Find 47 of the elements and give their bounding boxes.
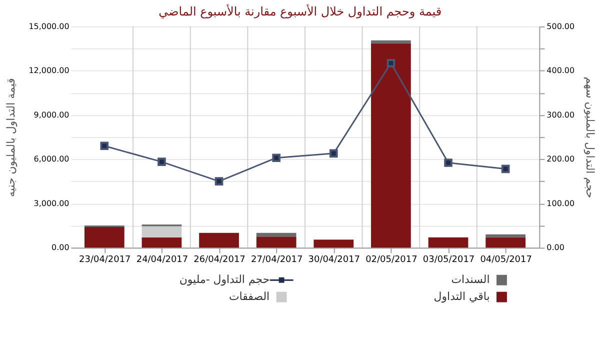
bar [142,237,182,248]
legend-label: السندات [451,273,490,286]
x-tick-label: 04/05/2017 [480,255,532,266]
x-tick-label: 02/05/2017 [366,255,418,266]
y-tick-label: 6,000.00 [34,154,70,164]
point [386,59,396,68]
y2-tick-label: 100.00 [546,198,575,208]
y-tick-label: 9,000.00 [34,110,70,120]
y2-tick-label: 0.00 [546,243,564,252]
point [272,154,280,162]
x-tick-label: 27/04/2017 [250,255,303,266]
legend-label: الصفقات [228,290,270,304]
point [329,149,338,158]
x-tick-label: 23/04/2017 [79,255,131,266]
bar [486,237,526,248]
y2-axis-title: حجم التداول بالمليون سهم [584,76,597,198]
y-tick-label: 12,000.00 [28,66,70,76]
x-tick-label: 24/04/2017 [136,255,188,266]
x-tick-label: 03/05/2017 [422,255,475,266]
y2-tick-label: 300.00 [546,110,575,120]
y2-tick-label: 200.00 [546,154,575,164]
y2-tick-label: 500.00 [546,22,575,31]
point [214,177,224,186]
y-tick-label: 0.00 [52,243,70,252]
bar [84,227,124,248]
point [501,164,510,174]
bar [314,240,354,248]
bar [371,40,411,44]
bar [199,232,239,248]
y-axis-title: قيمة التداول بالمليون جنيه [4,78,18,197]
chart-title: قيمة وحجم التداول خلال الأسبوع مقارنة بالأسبوع الماضي [158,3,442,18]
x-tick-label: 30/04/2017 [308,255,360,266]
bar [371,43,411,248]
y-tick-label: 15,000.00 [28,22,70,31]
legend-label: باقي التداول [434,290,490,304]
bar [256,236,296,248]
y-tick-label: 3,000.00 [34,198,70,208]
x-tick-label: 26/04/2017 [194,255,246,266]
bar [256,232,296,237]
point [444,158,452,167]
bar [486,234,526,238]
bar [428,237,468,248]
point [100,142,109,150]
y2-tick-label: 400.00 [546,66,575,76]
legend-label: حجم التداول -مليون [179,273,270,286]
bar [142,226,182,238]
point [158,158,166,166]
